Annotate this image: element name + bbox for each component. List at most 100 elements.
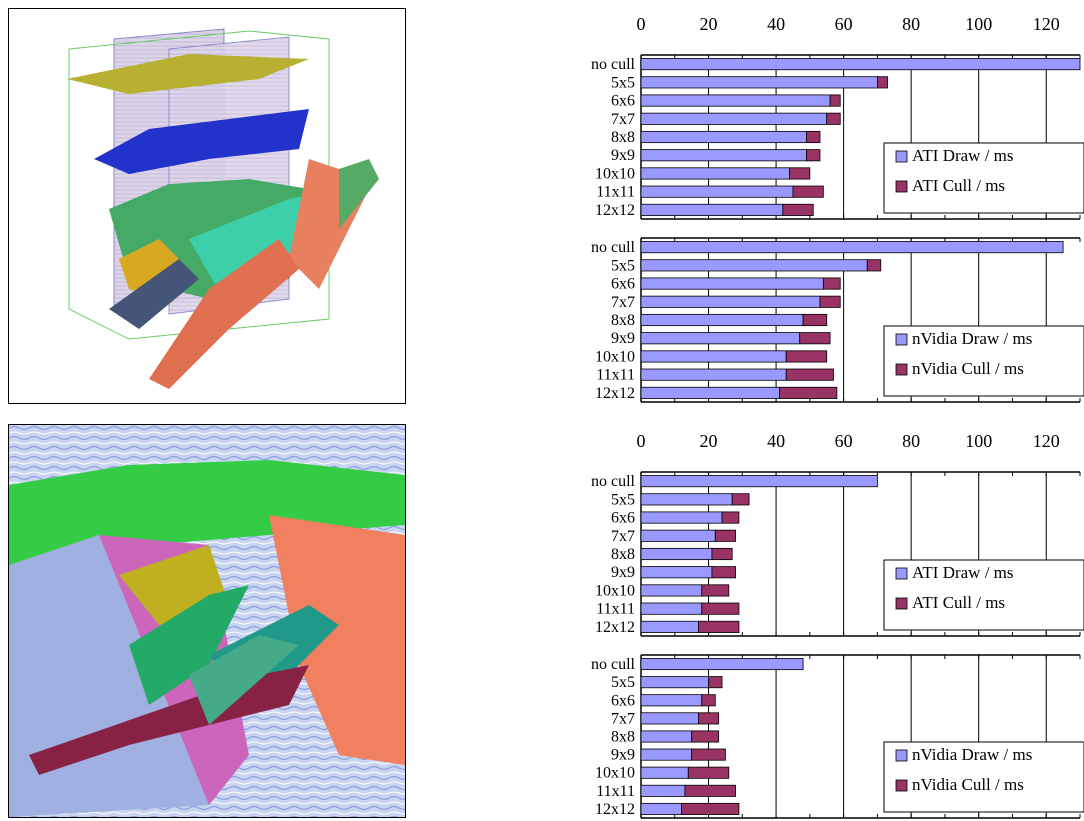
category-label: 6x6 xyxy=(611,276,635,293)
legend-swatch xyxy=(895,567,908,580)
bar-cull xyxy=(731,493,750,506)
bar-draw xyxy=(640,185,794,198)
bar-cull xyxy=(698,712,720,725)
bar-cull xyxy=(701,602,740,615)
bar-cull xyxy=(684,784,736,797)
bar-cull xyxy=(785,350,828,363)
bar-cull xyxy=(691,748,726,761)
x-tick-label: 100 xyxy=(965,14,992,34)
x-tick-label: 20 xyxy=(700,14,718,34)
bar-draw xyxy=(640,368,787,381)
legend-swatch xyxy=(895,363,908,376)
category-label: no cull xyxy=(591,56,636,73)
category-label: 10x10 xyxy=(595,348,635,365)
bar-cull xyxy=(792,185,824,198)
bar-cull xyxy=(779,386,838,399)
legend-swatch xyxy=(895,597,908,610)
x-axis-top-ticks-lower: 0 20 40 60 80 100 120 xyxy=(637,431,1060,451)
horizon-closeup-picture xyxy=(9,425,405,817)
bar-draw xyxy=(640,602,703,615)
legend: nVidia Draw / ms nVidia Cull / ms xyxy=(883,325,1084,397)
bar-cull xyxy=(789,167,811,180)
bar-cull xyxy=(806,130,821,144)
bar-draw xyxy=(640,676,709,689)
x-tick-label: 120 xyxy=(1033,431,1060,451)
category-label: no cull xyxy=(591,239,636,256)
bar-cull xyxy=(822,277,841,290)
legend-swatch xyxy=(895,150,908,163)
x-tick-label: 60 xyxy=(835,14,853,34)
legend: nVidia Draw / ms nVidia Cull / ms xyxy=(883,741,1084,813)
legend: ATI Draw / ms ATI Cull / ms xyxy=(883,559,1084,631)
category-label: 12x12 xyxy=(595,619,635,636)
bar-draw xyxy=(640,313,804,327)
category-label: 12x12 xyxy=(595,801,635,818)
category-label: 8x8 xyxy=(611,546,635,563)
category-label: 10x10 xyxy=(595,165,635,182)
bar-draw xyxy=(640,547,713,561)
category-label: 6x6 xyxy=(611,93,635,110)
x-tick-label: 80 xyxy=(902,14,920,34)
x-tick-label: 100 xyxy=(965,431,992,451)
legend-label: nVidia Cull / ms xyxy=(912,775,1024,794)
bar-draw xyxy=(640,694,703,707)
bar-draw xyxy=(640,130,807,144)
bar-cull xyxy=(681,802,740,815)
legend-label: ATI Draw / ms xyxy=(912,563,1014,582)
x-tick-label: 120 xyxy=(1033,14,1060,34)
bar-cull xyxy=(711,547,733,561)
legend-label: nVidia Draw / ms xyxy=(912,745,1032,764)
bar-cull xyxy=(806,149,821,162)
bar-draw xyxy=(640,203,784,216)
bar-cull xyxy=(701,584,730,597)
bar-cull xyxy=(799,332,831,345)
bar-draw xyxy=(640,350,787,363)
legend-label: nVidia Draw / ms xyxy=(912,329,1032,348)
category-label: 11x11 xyxy=(596,783,635,800)
horizon-closeup-image xyxy=(8,424,406,818)
bar-draw xyxy=(640,712,699,725)
bar-cull xyxy=(782,203,814,216)
bar-draw xyxy=(640,277,824,290)
category-label: 5x5 xyxy=(611,491,635,508)
legend-label: nVidia Cull / ms xyxy=(912,359,1024,378)
bar-cull xyxy=(826,112,841,125)
bar-cull xyxy=(785,368,834,381)
category-label: 9x9 xyxy=(611,564,635,581)
bar-cull xyxy=(802,313,828,327)
x-tick-label: 40 xyxy=(767,14,785,34)
seismic-volume-image xyxy=(8,8,406,404)
x-tick-label: 40 xyxy=(767,431,785,451)
category-label: no cull xyxy=(591,473,636,490)
category-label: 8x8 xyxy=(611,312,635,329)
bar-cull xyxy=(691,730,720,743)
category-label: 6x6 xyxy=(611,692,635,709)
bar-draw xyxy=(640,511,723,524)
legend-swatch xyxy=(895,779,908,792)
bar-draw xyxy=(640,386,780,399)
category-label: 10x10 xyxy=(595,582,635,599)
bar-draw xyxy=(640,259,868,272)
legend-label: ATI Cull / ms xyxy=(912,176,1005,195)
x-tick-label: 20 xyxy=(700,431,718,451)
category-label: 9x9 xyxy=(611,147,635,164)
bar-draw xyxy=(640,566,713,579)
bar-draw xyxy=(640,802,682,815)
x-tick-label: 0 xyxy=(637,431,646,451)
category-label: 8x8 xyxy=(611,129,635,146)
bar-cull xyxy=(829,94,841,107)
bar-draw xyxy=(640,167,790,180)
bar-draw xyxy=(640,658,804,671)
x-tick-label: 80 xyxy=(902,431,920,451)
legend-box xyxy=(883,142,1084,214)
category-label: no cull xyxy=(591,656,636,673)
legend-box xyxy=(883,559,1084,631)
category-label: 12x12 xyxy=(595,202,635,219)
category-label: 7x7 xyxy=(611,294,635,311)
bar-cull xyxy=(687,766,730,779)
category-label: 6x6 xyxy=(611,510,635,527)
bar-draw xyxy=(640,766,689,779)
